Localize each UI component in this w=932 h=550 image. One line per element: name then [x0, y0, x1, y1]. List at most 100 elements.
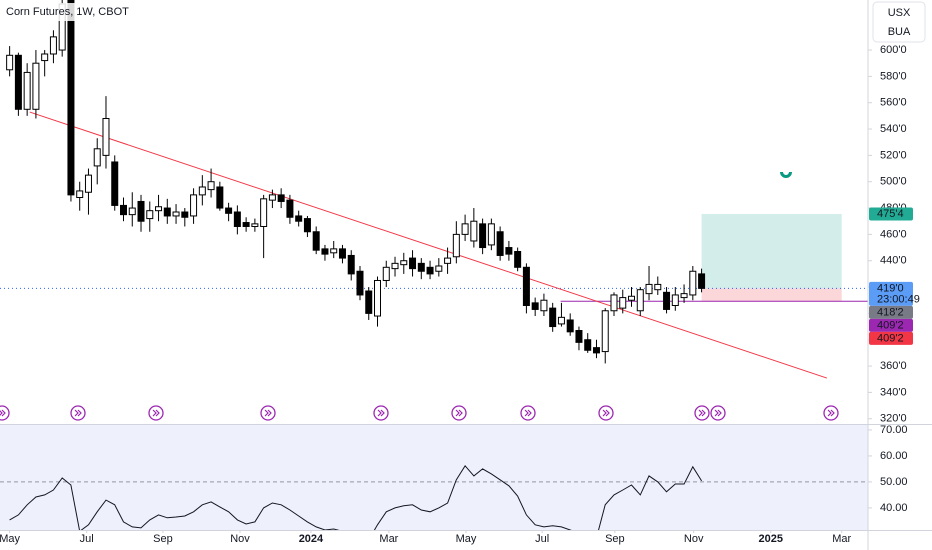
candle-body — [575, 330, 583, 343]
candle-body — [654, 283, 662, 291]
price-tag — [869, 331, 913, 345]
x-tick-label: Sep — [605, 533, 625, 545]
candle-body — [347, 254, 355, 275]
event-icon-glyph — [714, 409, 722, 417]
y-tick-label: 520'0 — [880, 149, 907, 161]
x-tick-label: May — [456, 533, 477, 545]
candle-body — [32, 62, 40, 110]
x-tick-label: Mar — [379, 533, 398, 545]
event-icon-glyph — [377, 409, 385, 417]
candle-body — [84, 174, 92, 193]
price-plot — [0, 0, 868, 379]
candle-body — [470, 220, 478, 242]
candle-body — [487, 223, 495, 246]
candle-body — [277, 194, 285, 202]
price-tag-label: 418'2 — [877, 306, 904, 318]
event-icon-glyph — [455, 409, 463, 417]
x-tick-label: Nov — [230, 533, 250, 545]
event-icon-glyph — [524, 409, 532, 417]
candle-body — [426, 266, 434, 275]
candle-body — [698, 273, 706, 289]
y-tick-label: 560'0 — [880, 97, 907, 109]
candle-body — [584, 339, 592, 351]
y-tick-label: 500'0 — [880, 176, 907, 188]
candle-body — [417, 262, 425, 272]
candle-body — [225, 207, 233, 214]
candle-body — [163, 207, 171, 217]
price-tag-label: 409'2 — [877, 319, 904, 331]
candle-body — [540, 299, 548, 312]
target-zone — [701, 213, 842, 289]
y-tick-label: 440'0 — [880, 255, 907, 267]
toolbar — [872, 1, 926, 43]
candle-body — [6, 54, 14, 71]
price-tag — [869, 281, 913, 306]
candle-body — [111, 161, 119, 206]
stop-zone — [701, 288, 842, 302]
candle-body — [242, 222, 250, 227]
candle-body — [286, 199, 294, 218]
y-tick-label: 580'0 — [880, 70, 907, 82]
candle-body — [435, 265, 443, 272]
candle-body — [557, 316, 565, 325]
candle-body — [461, 223, 469, 235]
candle-body — [391, 262, 399, 270]
candle-body — [531, 302, 539, 310]
y-tick-label: 60.00 — [880, 450, 908, 462]
candle-body — [330, 248, 338, 254]
candle-body — [496, 231, 504, 256]
toolbar-button[interactable]: BUA — [888, 26, 911, 38]
chart-title: Corn Futures, 1W, CBOT — [6, 6, 129, 18]
band — [0, 425, 868, 530]
candle-body — [514, 251, 522, 268]
y-tick-label: 360'0 — [880, 360, 907, 372]
candle-body — [452, 233, 460, 258]
candle-body — [128, 207, 136, 216]
candle-body — [251, 223, 259, 227]
candle-body — [198, 186, 206, 196]
trend-line — [29, 111, 827, 379]
event-icon-glyph — [74, 409, 82, 417]
candle-body — [23, 71, 31, 110]
candle-body — [321, 248, 329, 255]
y-tick-label: 540'0 — [880, 123, 907, 135]
x-tick-label: Jul — [535, 533, 549, 545]
candle-body — [190, 194, 198, 217]
candle-body — [93, 148, 101, 167]
event-icon-glyph — [827, 409, 835, 417]
event-icon-glyph — [152, 409, 160, 417]
oscillator-line — [9, 464, 703, 530]
candle-body — [233, 211, 241, 227]
candle-body — [374, 279, 382, 317]
event-icon-glyph — [698, 409, 706, 417]
price-tag-label: 475'4 — [877, 208, 904, 220]
price-tag-label: 419'0 — [877, 282, 904, 294]
magnet-icon[interactable] — [780, 172, 792, 178]
candle-body — [566, 319, 574, 333]
candle-body — [295, 215, 303, 222]
event-icon-glyph — [602, 409, 610, 417]
candle-body — [14, 54, 22, 110]
event-icon-glyph — [0, 409, 6, 417]
candle-body — [479, 223, 487, 249]
x-tick-label: 2024 — [299, 533, 324, 545]
candle-body — [689, 270, 697, 296]
candle-body — [680, 293, 688, 299]
title-backdrop — [2, 3, 132, 21]
candle-body — [663, 291, 671, 310]
candle-body — [216, 186, 224, 209]
y-tick-label: 460'0 — [880, 228, 907, 240]
toolbar-button[interactable]: USX — [888, 7, 911, 19]
candle-body — [172, 211, 180, 217]
candle-body — [636, 289, 644, 312]
x-tick-label: Jul — [80, 533, 94, 545]
candle-body — [260, 198, 268, 227]
price-tag — [869, 207, 913, 221]
candle-body — [549, 307, 557, 328]
candle-body — [155, 206, 163, 212]
candle-body — [146, 210, 154, 220]
candle-body — [505, 247, 513, 255]
event-icon-glyph — [264, 409, 272, 417]
candle-body — [181, 211, 189, 218]
x-tick-label: Mar — [832, 533, 851, 545]
